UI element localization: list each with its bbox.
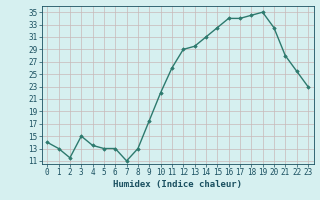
X-axis label: Humidex (Indice chaleur): Humidex (Indice chaleur) (113, 180, 242, 189)
